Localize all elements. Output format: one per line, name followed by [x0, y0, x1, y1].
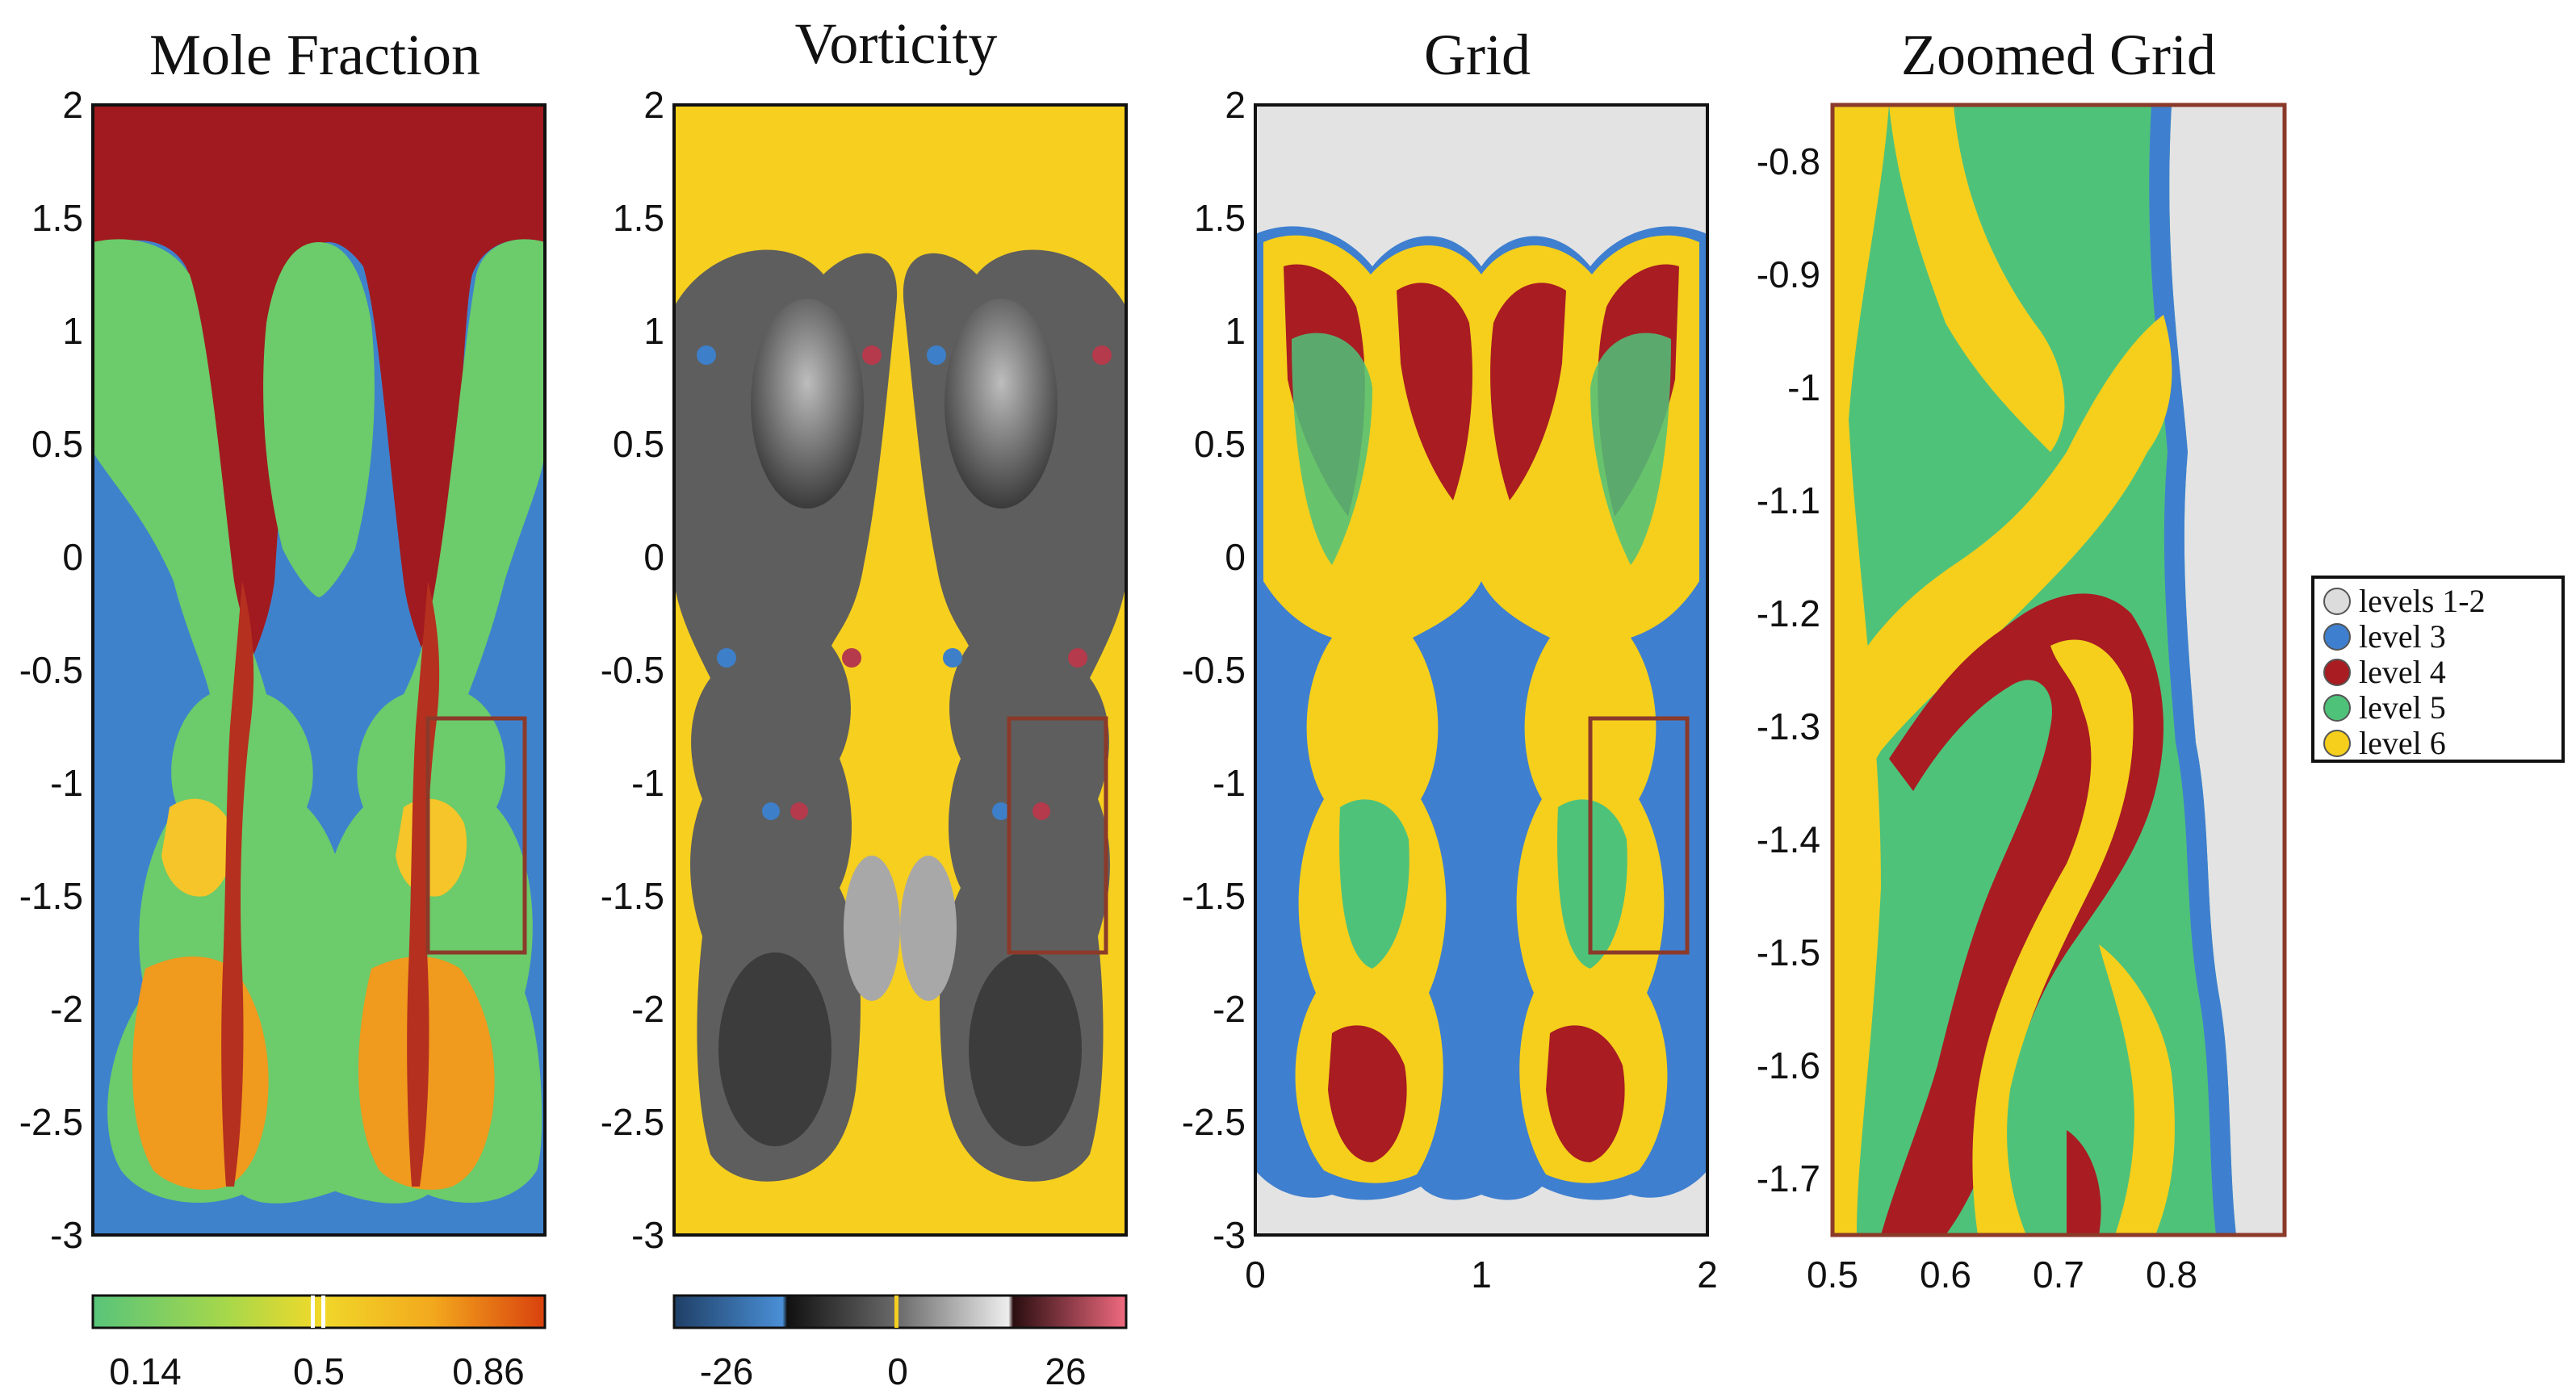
legend-label: level 6 [2359, 725, 2446, 761]
y-tick-label: -1.7 [1757, 1157, 1820, 1199]
colorbar-tick-label: -26 [700, 1350, 753, 1392]
colorbar-tick-label: 0.5 [293, 1350, 345, 1392]
y-tick-label: -2.5 [19, 1101, 83, 1143]
zoomed-grid-plot [1830, 103, 2287, 1237]
mole-fraction-plot [91, 103, 547, 1237]
x-axis-zoomed-grid: 0.5 0.6 0.7 0.8 [1807, 1254, 2197, 1296]
x-tick-label: 2 [1697, 1254, 1718, 1296]
y-tick-label: -1.5 [1182, 875, 1246, 917]
y-tick-label: 1.5 [1194, 197, 1246, 239]
y-tick-label: -3 [1213, 1214, 1246, 1256]
colorbar-vorticity: -26 0 26 [672, 1294, 1128, 1392]
vorticity-plot [672, 103, 1128, 1237]
y-tick-label: -0.5 [19, 649, 83, 691]
legend-marker [2323, 730, 2351, 757]
y-tick-label: -1 [631, 762, 664, 804]
y-tick-label: 1.5 [31, 197, 83, 239]
y-tick-label: 0.5 [31, 423, 83, 465]
y-axis-vorticity: 2 1.5 1 0.5 0 -0.5 -1 -1.5 -2 -2.5 -3 [601, 84, 664, 1256]
y-tick-label: -2 [631, 988, 664, 1030]
panel-title-zoomed-grid: Zoomed Grid [1901, 23, 2216, 87]
y-tick-label: -3 [631, 1214, 664, 1256]
zoom-region-box [1007, 716, 1108, 955]
y-axis-mole-fraction: 2 1.5 1 0.5 0 -0.5 -1 -1.5 -2 -2.5 -3 [19, 84, 83, 1256]
panel-title-mole-fraction: Mole Fraction [149, 23, 480, 87]
legend-label: level 5 [2359, 689, 2446, 726]
legend-label: level 4 [2359, 654, 2446, 690]
legend-marker [2323, 694, 2351, 722]
x-tick-label: 0.5 [1807, 1254, 1858, 1296]
x-tick-label: 0.7 [2033, 1254, 2084, 1296]
legend-label: levels 1-2 [2359, 583, 2486, 619]
y-tick-label: -0.5 [1182, 649, 1246, 691]
y-tick-label: 1 [62, 310, 83, 352]
y-tick-label: 0 [1225, 536, 1246, 578]
x-tick-label: 1 [1471, 1254, 1492, 1296]
y-tick-label: 0.5 [1194, 423, 1246, 465]
y-tick-label: 1 [1225, 310, 1246, 352]
colorbar-tick-label: 26 [1045, 1350, 1086, 1392]
y-tick-label: 0 [62, 536, 83, 578]
x-tick-label: 0.6 [1920, 1254, 1971, 1296]
y-tick-label: -1.2 [1757, 592, 1820, 634]
zoom-region-box [1588, 716, 1690, 955]
y-tick-label: -0.9 [1757, 253, 1820, 295]
panel-title-grid: Grid [1424, 23, 1531, 87]
legend-marker [2323, 659, 2351, 686]
y-tick-label: -0.5 [601, 649, 664, 691]
y-axis-zoomed-grid: -0.8 -0.9 -1 -1.1 -1.2 -1.3 -1.4 -1.5 -1.6 -1.7 [1757, 140, 1820, 1199]
y-tick-label: -1 [1213, 762, 1246, 804]
x-tick-label: 0 [1245, 1254, 1266, 1296]
y-tick-label: 1 [643, 310, 664, 352]
colorbar-tick-label: 0 [887, 1350, 908, 1392]
legend-label: level 3 [2359, 618, 2446, 655]
legend-marker [2323, 588, 2351, 615]
y-tick-label: 2 [1225, 84, 1246, 126]
y-tick-label: -1.1 [1757, 479, 1820, 521]
y-tick-label: 2 [62, 84, 83, 126]
y-tick-label: -1 [50, 762, 83, 804]
colorbar-tick-label: 0.14 [109, 1350, 182, 1392]
y-tick-label: -0.8 [1757, 140, 1820, 182]
y-tick-label: -2.5 [1182, 1101, 1246, 1143]
grid-plot [1254, 103, 1709, 1237]
y-tick-label: -1.5 [601, 875, 664, 917]
y-tick-label: -1.3 [1757, 705, 1820, 747]
y-tick-label: 0.5 [613, 423, 664, 465]
y-tick-label: -2 [1213, 988, 1246, 1030]
y-tick-label: -1.5 [19, 875, 83, 917]
colorbar-tick-label: 0.86 [452, 1350, 525, 1392]
x-tick-label: 0.8 [2146, 1254, 2197, 1296]
x-axis-grid: 0 1 2 [1245, 1254, 1718, 1296]
panel-title-vorticity: Vorticity [795, 11, 998, 76]
y-tick-label: -3 [50, 1214, 83, 1256]
y-tick-label: -2 [50, 988, 83, 1030]
y-axis-grid: 2 1.5 1 0.5 0 -0.5 -1 -1.5 -2 -2.5 -3 [1182, 84, 1246, 1256]
y-tick-label: -1.5 [1757, 931, 1820, 973]
y-tick-label: 2 [643, 84, 664, 126]
y-tick-label: -1.4 [1757, 818, 1820, 860]
y-tick-label: 0 [643, 536, 664, 578]
legend-marker [2323, 623, 2351, 651]
y-tick-label: -1.6 [1757, 1044, 1820, 1086]
y-tick-label: -1 [1787, 366, 1820, 408]
y-tick-label: 1.5 [613, 197, 664, 239]
y-tick-label: -2.5 [601, 1101, 664, 1143]
zoom-region-box [425, 716, 527, 955]
colorbar-mole-fraction: 0.14 0.5 0.86 [91, 1294, 547, 1392]
